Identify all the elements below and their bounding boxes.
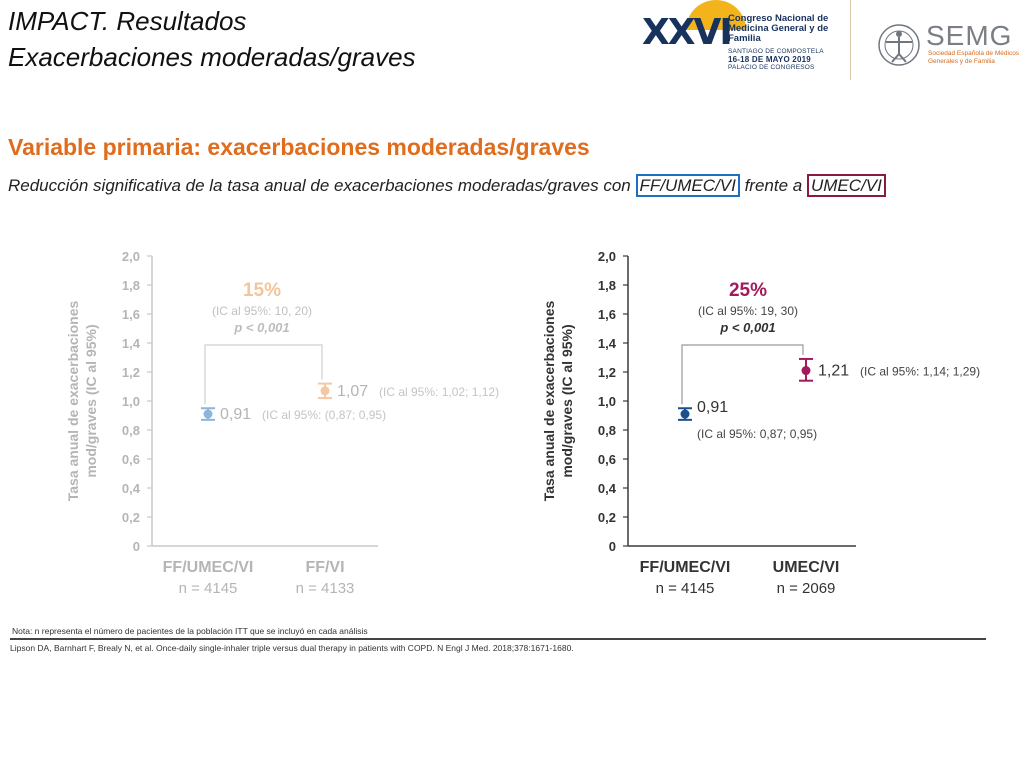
data-value-label: 1,07 — [337, 383, 368, 400]
semg-emblem-icon — [878, 24, 920, 66]
reduction-percent: 25% — [729, 280, 767, 301]
y-axis-label: Tasa anual de exacerbaciones mod/graves (… — [65, 301, 99, 502]
congress-number: XXVI — [642, 12, 733, 53]
semg-full-name: Sociedad Española de Médicos Generales y… — [928, 50, 1020, 65]
n-label: n = 2069 — [777, 580, 836, 597]
category-label: UMEC/VI — [773, 559, 840, 576]
reduction-ci: (IC al 95%: 10, 20) — [212, 304, 312, 318]
data-value-label: 1,21 — [818, 363, 849, 380]
y-tick-label: 0,8 — [598, 423, 616, 438]
congress-venue: PALACIO DE CONGRESOS — [728, 64, 815, 71]
n-label: n = 4145 — [656, 580, 715, 597]
exacerbation-charts: 0 0,2 0,4 0,6 0,8 1,0 1,2 1,4 1,6 1,8 2,0 Tasa anua… — [65, 249, 980, 597]
y-tick-label: 0,6 — [122, 452, 140, 467]
logo-divider — [850, 0, 851, 80]
slide-subtitle: Reducción significativa de la tasa anual… — [8, 174, 886, 197]
congress-dates: 16-18 DE MAYO 2019 — [728, 55, 811, 64]
category-label: FF/VI — [305, 559, 344, 576]
reduction-ci: (IC al 95%: 19, 30) — [698, 304, 798, 318]
comparison-bracket — [681, 344, 804, 405]
subtitle-text-1: Reducción significativa de la tasa anual… — [8, 176, 636, 195]
p-value: p < 0,001 — [233, 320, 289, 335]
y-tick-label: 0,2 — [122, 510, 140, 525]
y-tick-label: 1,2 — [122, 365, 140, 380]
congress-name: Congreso Nacional de Medicina General y … — [728, 13, 829, 44]
congress-details: SANTIAGO DE COMPOSTELA 16-18 DE MAYO 201… — [728, 48, 840, 72]
reference-citation: Lipson DA, Barnhart F, Brealy N, et al. … — [10, 643, 574, 653]
footer-divider — [10, 638, 986, 640]
slide-title-line-2: Exacerbaciones moderadas/graves — [8, 42, 416, 72]
chart-ff-vi-comparison: 0 0,2 0,4 0,6 0,8 1,0 1,2 1,4 1,6 1,8 2,0 Tasa anua… — [65, 249, 499, 597]
category-label: FF/UMEC/VI — [163, 559, 254, 576]
data-value-label: 0,91 — [697, 399, 728, 416]
y-tick-label: 0 — [609, 539, 616, 554]
p-value: p < 0,001 — [719, 320, 775, 335]
y-tick-label: 1,0 — [598, 394, 616, 409]
data-point — [203, 409, 213, 419]
data-ci-label: (IC al 95%: 1,14; 1,29) — [860, 365, 980, 379]
y-tick-label: 0,4 — [122, 481, 141, 496]
congress-city: SANTIAGO DE COMPOSTELA — [728, 48, 824, 55]
y-tick-label: 2,0 — [598, 249, 616, 264]
congress-logo: XXVI Congreso Nacional de Medicina Gener… — [640, 0, 840, 82]
slide-title-line-1: IMPACT. Resultados — [8, 6, 247, 36]
subtitle-highlight-blue: FF/UMEC/VI — [635, 174, 740, 197]
subtitle-highlight-red: UMEC/VI — [806, 174, 886, 197]
y-tick-label: 0,4 — [598, 481, 617, 496]
section-heading: Variable primaria: exacerbaciones modera… — [8, 134, 590, 160]
y-tick-label: 1,8 — [122, 278, 140, 293]
data-point — [320, 386, 330, 396]
chart-umec-vi-comparison: 0 0,2 0,4 0,6 0,8 1,0 1,2 1,4 1,6 1,8 2,0 Tasa anua… — [541, 249, 980, 597]
y-tick-label: 2,0 — [122, 249, 140, 264]
footnote: Nota: n representa el número de paciente… — [12, 626, 368, 636]
y-tick-label: 0,2 — [598, 510, 616, 525]
y-tick-label: 1,6 — [122, 307, 140, 322]
y-tick-label: 0 — [133, 539, 140, 554]
y-tick-label: 0,6 — [598, 452, 616, 467]
data-ci-label: (IC al 95%: 0,87; 0,95) — [697, 427, 817, 441]
y-tick-label: 1,8 — [598, 278, 616, 293]
y-tick-label: 1,4 — [122, 336, 141, 351]
reduction-percent: 15% — [243, 280, 281, 301]
y-tick-label: 1,2 — [598, 365, 616, 380]
n-label: n = 4133 — [296, 580, 355, 597]
category-label: FF/UMEC/VI — [640, 559, 731, 576]
y-tick-label: 1,0 — [122, 394, 140, 409]
y-tick-label: 1,6 — [598, 307, 616, 322]
comparison-bracket — [204, 344, 323, 405]
data-point — [680, 409, 690, 419]
data-ci-label: (IC al 95%: (0,87; 0,95) — [262, 408, 386, 422]
data-ci-label: (IC al 95%: 1,02; 1,12) — [379, 385, 499, 399]
semg-logo-text: SEMG — [926, 20, 1013, 51]
y-axis-label: Tasa anual de exacerbaciones mod/graves (… — [541, 301, 575, 502]
n-label: n = 4145 — [179, 580, 238, 597]
y-tick-label: 0,8 — [122, 423, 140, 438]
subtitle-text-2: frente a — [739, 176, 807, 195]
data-value-label: 0,91 — [220, 406, 251, 423]
data-point — [801, 366, 811, 376]
y-tick-label: 1,4 — [598, 336, 617, 351]
